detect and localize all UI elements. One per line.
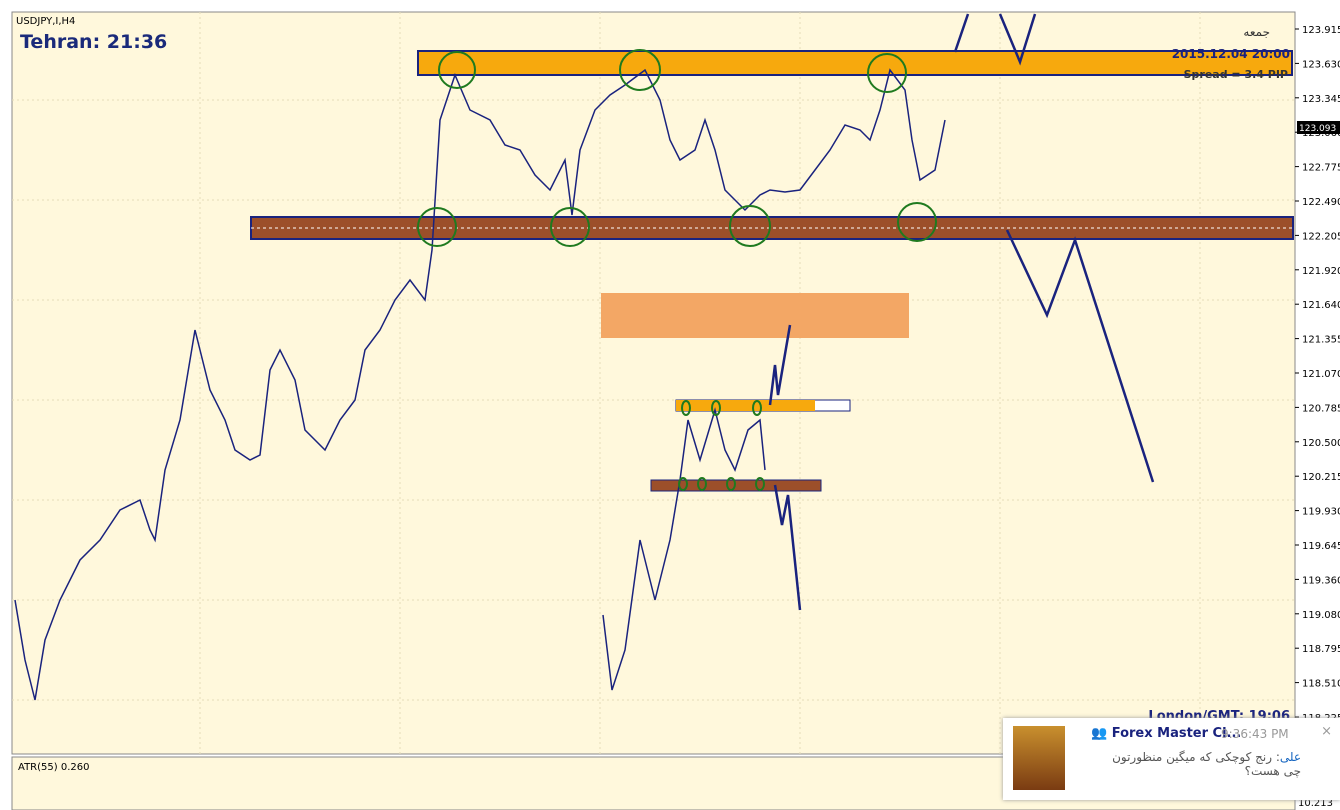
notification[interactable]: 👥 Forex Master Cl... 9:36:43 PM × علی: ر… [1003,718,1340,800]
price-label: 119.360 [1302,575,1340,586]
small-resistance-fill [676,400,815,411]
price-label: 121.920 [1302,266,1340,277]
price-label: 121.355 [1302,335,1340,346]
projection-lines [768,13,1155,611]
day: جمعه [1243,25,1270,39]
main-chart [11,11,1296,755]
indicator-axis-max: 10.213 [1298,798,1333,809]
price-label: 121.640 [1302,300,1340,311]
message: رنج کوچکی که میگین منظورتون چی هست؟ [1112,750,1301,778]
price-label: 120.215 [1302,472,1340,483]
datetime: 2015.12.04 20:00 [1172,47,1290,61]
price-label: 118.510 [1302,679,1340,690]
price-label: 122.775 [1302,163,1340,174]
price-label: 121.070 [1302,369,1340,380]
symbol-label: USDJPY,I,H4 [16,16,75,27]
price-series [14,68,946,701]
price-label: 119.930 [1302,507,1340,518]
resistance-zone [417,50,1293,76]
pivot-circles [417,49,937,491]
price-label: 119.080 [1302,610,1340,621]
notification-title: 👥 Forex Master Cl... [1091,726,1242,741]
price-label: 123.915 [1302,25,1340,36]
current-price: 123.093 [1299,124,1336,134]
price-label: 118.795 [1302,644,1340,655]
price-label: 123.345 [1302,94,1340,105]
price-label: 119.645 [1302,541,1340,552]
notification-message: علی: رنج کوچکی که میگین منظورتون چی هست؟ [1112,750,1301,778]
spread: Spread = 3.4 PIP [1184,68,1288,81]
price-series-overlay [602,407,766,691]
avatar [1013,726,1065,790]
close-button[interactable]: × [1321,724,1332,739]
price-label: 120.500 [1302,438,1340,449]
target-zone [601,293,909,338]
price-label: 123.630 [1302,59,1340,70]
price-label: 122.490 [1302,197,1340,208]
current-price-box [1297,121,1340,134]
clock: Tehran: 21:36 [20,31,167,53]
price-label: 122.205 [1302,231,1340,242]
price-label: 120.785 [1302,403,1340,414]
notification-time: 9:36:43 PM [1221,727,1289,741]
indicator-label: ATR(55) 0.260 [18,762,89,773]
sender: علی [1279,750,1301,764]
small-support [650,479,822,492]
title: Forex Master Cl... [1111,726,1242,741]
